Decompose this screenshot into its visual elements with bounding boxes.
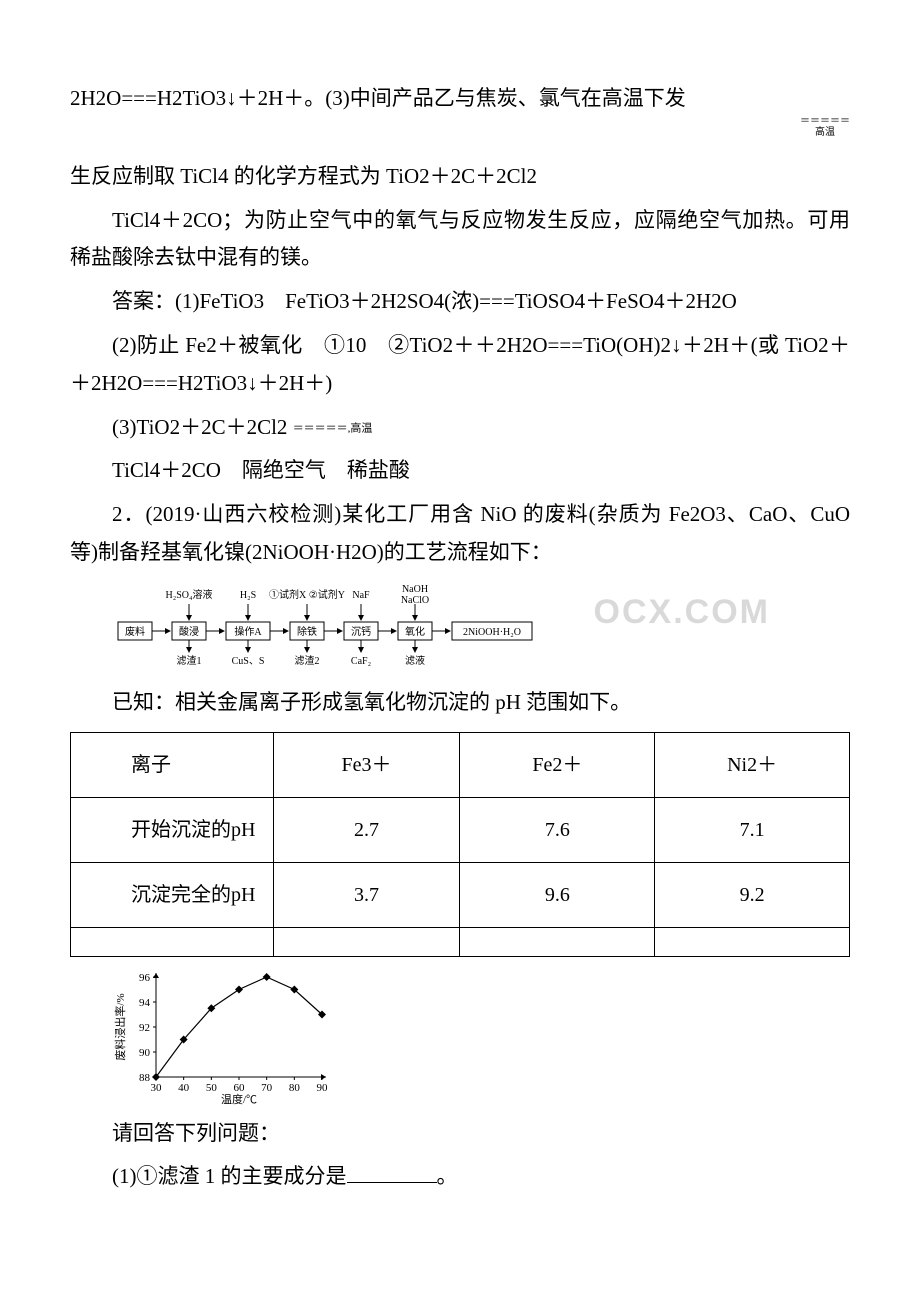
svg-text:氧化: 氧化 bbox=[405, 625, 425, 638]
paragraph-10: (1)①滤渣 1 的主要成分是 。 bbox=[70, 1158, 850, 1196]
text: TiCl4＋2CO；为防止空气中的氧气与反应物发生反应，应隔绝空气加热。可用稀盐… bbox=[70, 208, 850, 270]
svg-text:NaOH: NaOH bbox=[402, 584, 428, 595]
table-cell: 9.2 bbox=[655, 862, 850, 927]
svg-text:①试剂X ②试剂Y: ①试剂X ②试剂Y bbox=[269, 588, 345, 601]
svg-text:88: 88 bbox=[139, 1072, 151, 1084]
text: 答案：(1)FeTiO3 FeTiO3＋2H2SO4(浓)===TiOSO4＋F… bbox=[112, 289, 737, 313]
svg-text:滤渣1: 滤渣1 bbox=[177, 654, 202, 667]
reaction-condition: ＝＝＝＝＝ 高温 bbox=[800, 116, 850, 138]
paragraph-2: TiCl4＋2CO；为防止空气中的氧气与反应物发生反应，应隔绝空气加热。可用稀盐… bbox=[70, 202, 850, 278]
svg-text:温度/℃: 温度/℃ bbox=[221, 1092, 257, 1106]
ph-table: 离子Fe3＋Fe2＋Ni2＋ 开始沉淀的pH2.77.67.1 沉淀完全的pH3.7… bbox=[70, 732, 850, 957]
svg-text:H₂S: H₂S bbox=[240, 590, 256, 601]
table-cell bbox=[273, 927, 460, 956]
svg-text:60: 60 bbox=[234, 1082, 246, 1094]
text: 请回答下列问题： bbox=[112, 1121, 280, 1145]
svg-text:70: 70 bbox=[261, 1082, 273, 1094]
svg-text:H₂SO₄溶液: H₂SO₄溶液 bbox=[166, 588, 213, 601]
table-row-label: 开始沉淀的pH bbox=[71, 797, 274, 862]
table-header: Ni2＋ bbox=[655, 732, 850, 797]
svg-text:80: 80 bbox=[289, 1082, 301, 1094]
table-header: Fe3＋ bbox=[273, 732, 460, 797]
svg-text:94: 94 bbox=[139, 997, 151, 1009]
text: 已知：相关金属离子形成氢氧化物沉淀的 pH 范围如下。 bbox=[112, 690, 631, 714]
table-cell: 3.7 bbox=[273, 862, 460, 927]
flowchart-diagram: OCX.COM 废料酸浸操作A除铁沉钙氧化2NiOOH·H₂OH₂SO₄溶液H₂… bbox=[112, 580, 850, 676]
chart-svg: 30 40 50 60 70 80 90 88 90 92 94 96 温度/℃ 废料浸出率/% bbox=[112, 967, 332, 1107]
table-row-label bbox=[71, 927, 274, 956]
svg-text:30: 30 bbox=[151, 1082, 163, 1094]
svg-text:90: 90 bbox=[139, 1047, 151, 1059]
svg-text:除铁: 除铁 bbox=[297, 625, 317, 638]
table-cell: 7.6 bbox=[460, 797, 655, 862]
svg-text:50: 50 bbox=[206, 1082, 218, 1094]
text: (1)①滤渣 1 的主要成分是 bbox=[112, 1164, 347, 1188]
table-cell bbox=[655, 927, 850, 956]
svg-text:滤渣2: 滤渣2 bbox=[295, 654, 320, 667]
table-cell: 7.1 bbox=[655, 797, 850, 862]
svg-text:CaF₂: CaF₂ bbox=[351, 656, 371, 667]
paragraph-1a: 2H2O===H2TiO3↓＋2H＋。(3)中间产品乙与焦炭、氯气在高温下发 ＝… bbox=[70, 80, 850, 118]
table-cell: 9.6 bbox=[460, 862, 655, 927]
svg-text:酸浸: 酸浸 bbox=[179, 625, 199, 638]
paragraph-6: TiCl4＋2CO 隔绝空气 稀盐酸 bbox=[70, 452, 850, 490]
svg-text:滤液: 滤液 bbox=[405, 654, 425, 667]
text: (3)TiO2＋2C＋2Cl2 bbox=[112, 415, 293, 439]
text: 。 bbox=[437, 1164, 458, 1188]
svg-text:废料浸出率/%: 废料浸出率/% bbox=[113, 993, 127, 1060]
svg-text:操作A: 操作A bbox=[234, 625, 262, 638]
svg-text:废料: 废料 bbox=[125, 625, 145, 638]
svg-text:2NiOOH·H₂O: 2NiOOH·H₂O bbox=[463, 627, 521, 638]
text: 2H2O===H2TiO3↓＋2H＋。(3)中间产品乙与焦炭、氯气在高温下发 bbox=[70, 86, 686, 110]
flowchart-svg: 废料 酸浸 操作A 除铁 沉钙 氧化 2NiOOH·H₂O H₂SO₄溶液 H₂S ①试剂X ②试… bbox=[112, 580, 632, 676]
text: (2)防止 Fe2＋被氧化 ①10 ②TiO2＋＋2H2O===TiO(OH)2… bbox=[70, 333, 850, 395]
table-header: Fe2＋ bbox=[460, 732, 655, 797]
line-chart: 30 40 50 60 70 80 90 88 90 92 94 96 温度/℃ 废料浸出率/% bbox=[112, 967, 850, 1107]
paragraph-1b: 生反应制取 TiCl4 的化学方程式为 TiO2＋2C＋2Cl2 bbox=[70, 158, 850, 196]
paragraph-4: (2)防止 Fe2＋被氧化 ①10 ②TiO2＋＋2H2O===TiO(OH)2… bbox=[70, 327, 850, 403]
text: 2．(2019·山西六校检测)某化工厂用含 NiO 的废料(杂质为 Fe2O3、… bbox=[70, 502, 850, 564]
paragraph-3-answer: 答案：(1)FeTiO3 FeTiO3＋2H2SO4(浓)===TiOSO4＋F… bbox=[70, 283, 850, 321]
svg-text:CuS、S: CuS、S bbox=[232, 656, 265, 667]
svg-text:92: 92 bbox=[139, 1022, 150, 1034]
fill-blank bbox=[347, 1161, 437, 1183]
svg-text:90: 90 bbox=[317, 1082, 329, 1094]
paragraph-9: 请回答下列问题： bbox=[70, 1115, 850, 1153]
paragraph-7-question2: 2．(2019·山西六校检测)某化工厂用含 NiO 的废料(杂质为 Fe2O3、… bbox=[70, 496, 850, 572]
paragraph-5: (3)TiO2＋2C＋2Cl2 ＝＝＝＝＝,高温 bbox=[70, 409, 850, 447]
svg-text:沉钙: 沉钙 bbox=[351, 625, 371, 638]
table-row-label: 沉淀完全的pH bbox=[71, 862, 274, 927]
reaction-condition-inline: ＝＝＝＝＝,高温 bbox=[293, 422, 373, 434]
svg-text:96: 96 bbox=[139, 972, 151, 984]
table-cell bbox=[460, 927, 655, 956]
table-cell: 2.7 bbox=[273, 797, 460, 862]
paragraph-8: 已知：相关金属离子形成氢氧化物沉淀的 pH 范围如下。 bbox=[70, 684, 850, 722]
table-header-label: 离子 bbox=[71, 732, 274, 797]
svg-text:40: 40 bbox=[178, 1082, 190, 1094]
text: 生反应制取 TiCl4 的化学方程式为 TiO2＋2C＋2Cl2 bbox=[70, 164, 537, 188]
text: TiCl4＋2CO 隔绝空气 稀盐酸 bbox=[112, 458, 410, 482]
svg-text:NaF: NaF bbox=[352, 590, 370, 601]
